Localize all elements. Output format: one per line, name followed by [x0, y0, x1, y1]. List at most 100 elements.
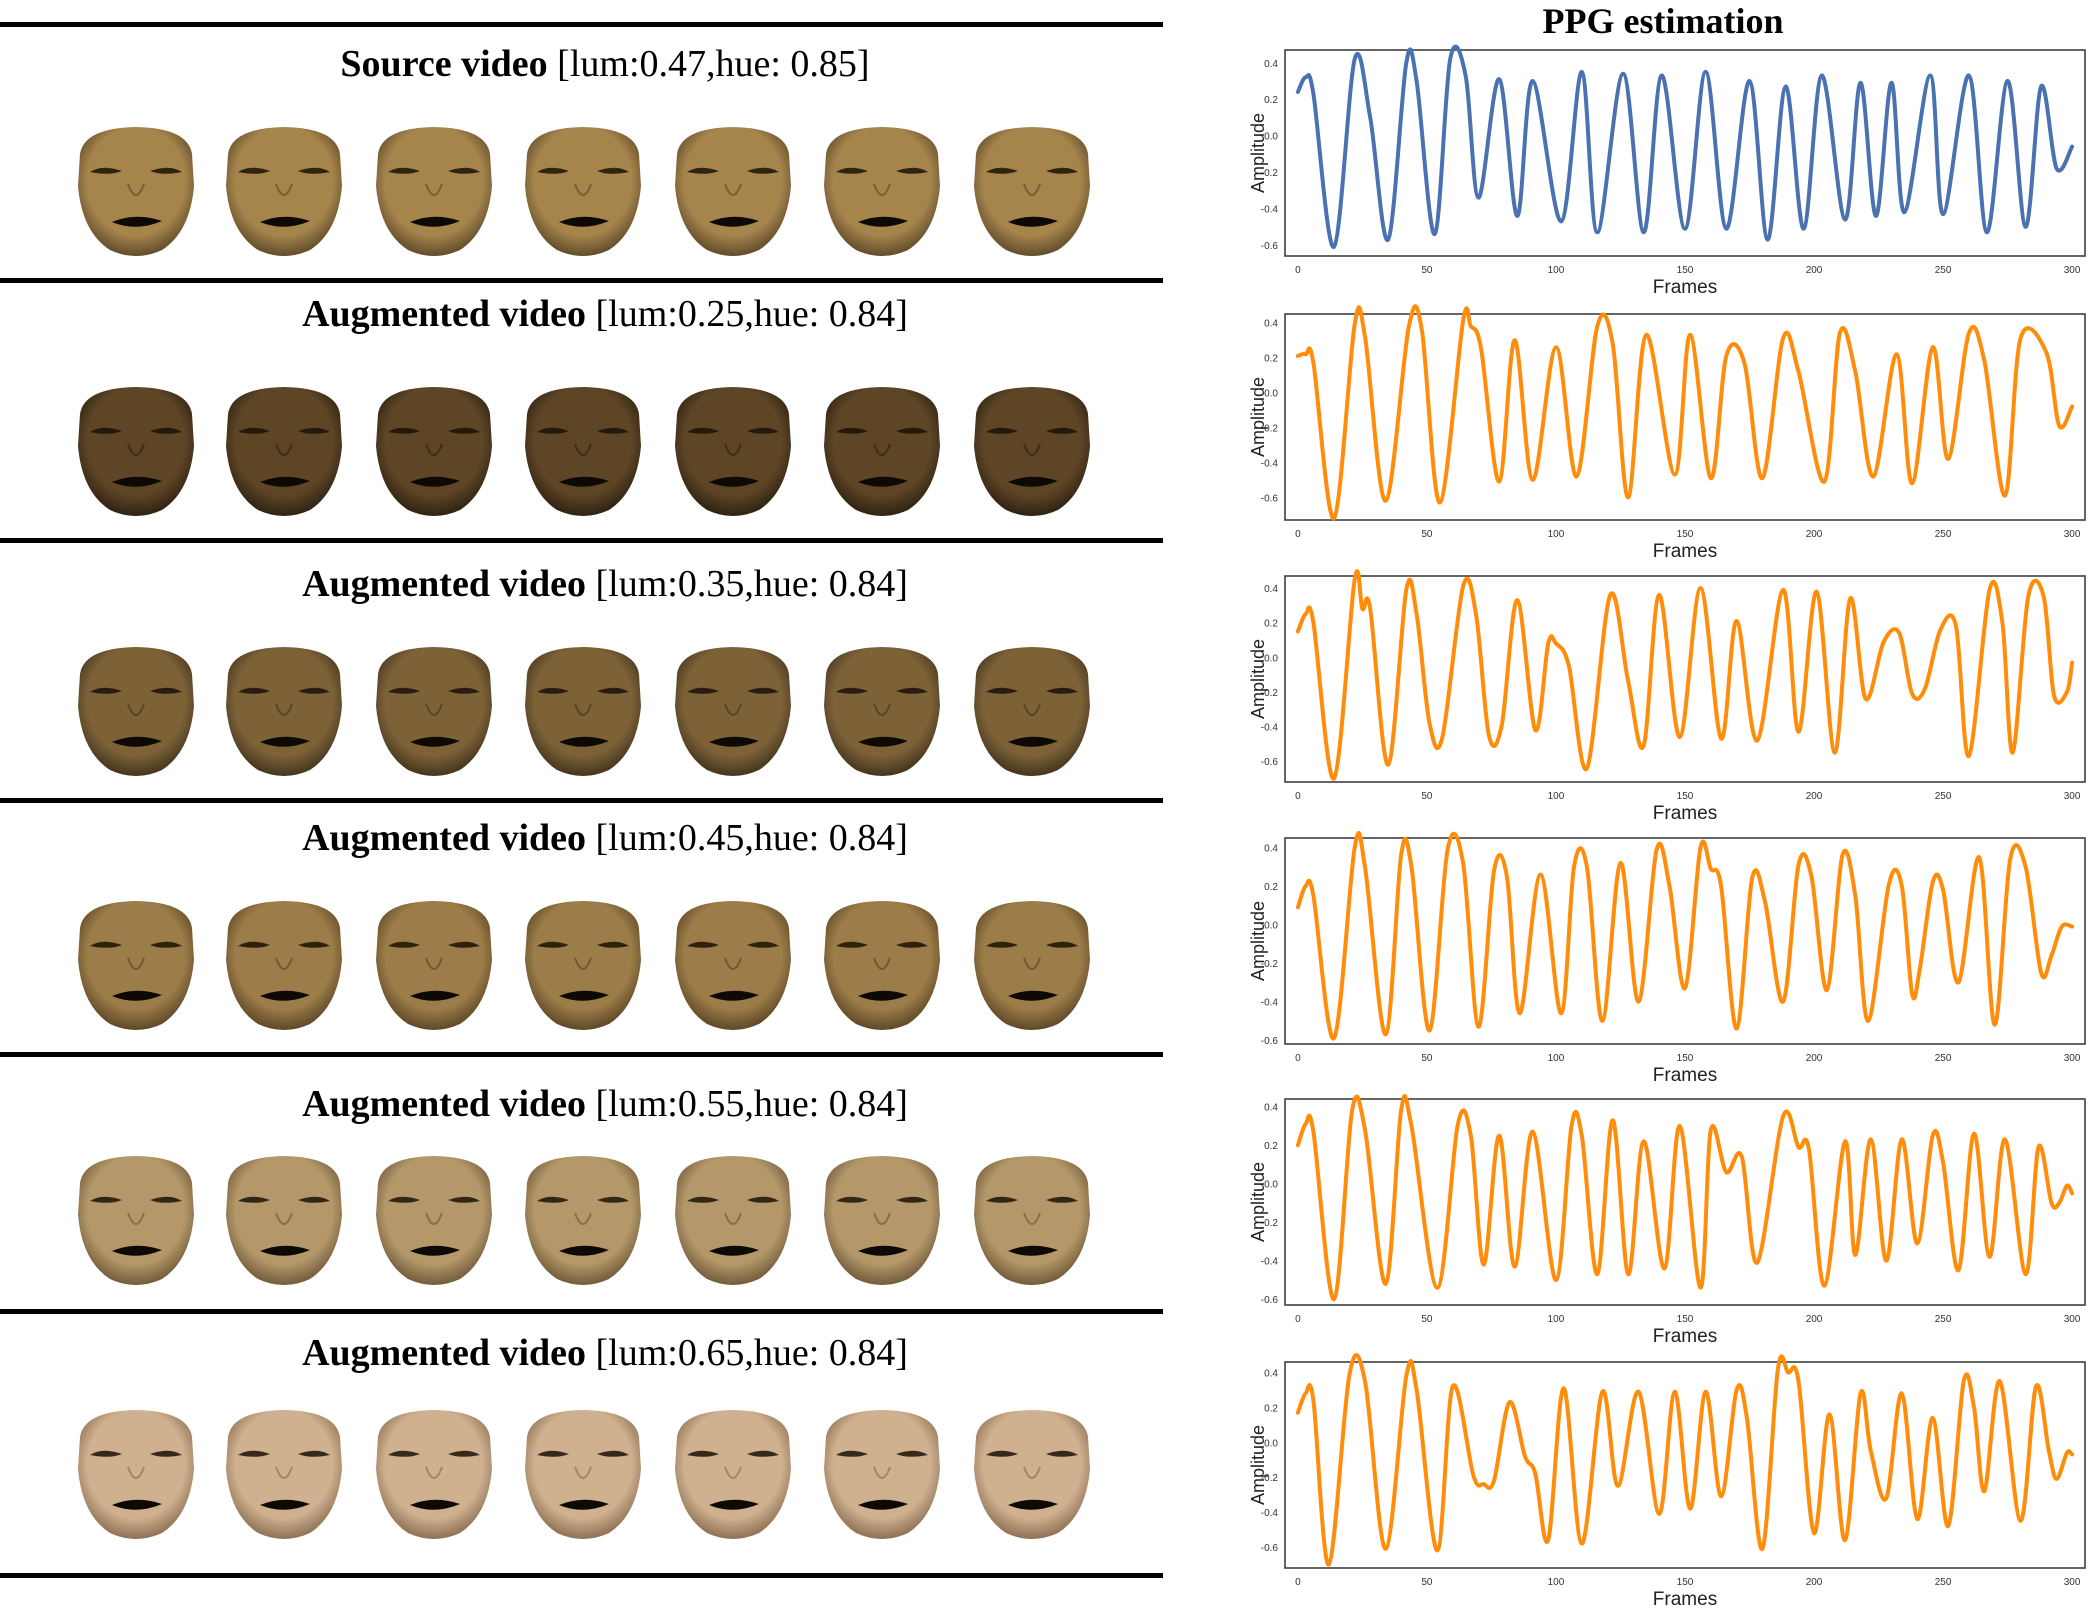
face-frame-icon	[78, 387, 194, 516]
video-row-params: [lum:0.25,hue: 0.84]	[586, 293, 908, 335]
face-frame-icon	[974, 901, 1090, 1030]
y-tick-label: -0.6	[1261, 1036, 1279, 1047]
y-tick-label: -0.4	[1261, 458, 1279, 469]
y-tick-label: -0.2	[1261, 959, 1279, 970]
y-tick-label: -0.2	[1261, 1473, 1279, 1484]
y-tick-label: -0.2	[1261, 423, 1279, 434]
y-tick-label: 0.0	[1264, 132, 1278, 143]
face-frame-icon	[824, 647, 940, 776]
ppg-series-line	[1295, 304, 2075, 521]
y-tick-label: 0.4	[1264, 1368, 1278, 1379]
x-tick-label: 100	[1548, 1577, 1565, 1588]
y-tick-label: 0.0	[1264, 1438, 1278, 1449]
x-tick-label: 100	[1548, 1053, 1565, 1064]
x-tick-label: 100	[1548, 1314, 1565, 1325]
x-axis-label: Frames	[1653, 1589, 1717, 1610]
x-tick-label: 300	[2064, 529, 2081, 540]
face-frame-icon	[525, 647, 641, 776]
x-tick-label: 100	[1548, 265, 1565, 276]
y-axis-label: Amplitude	[1248, 1425, 1268, 1505]
y-tick-label: -0.4	[1261, 1257, 1279, 1268]
x-tick-label: 150	[1677, 529, 1694, 540]
face-frame-icon	[226, 1156, 342, 1285]
y-tick-label: 0.0	[1264, 1180, 1278, 1191]
face-frame-icon	[525, 1156, 641, 1285]
x-tick-label: 0	[1295, 265, 1301, 276]
face-frame-icon	[226, 901, 342, 1030]
face-frame-icon	[376, 127, 492, 256]
video-row-params: [lum:0.65,hue: 0.84]	[586, 1332, 908, 1374]
face-frame-icon	[974, 387, 1090, 516]
face-frame-icon	[525, 1410, 641, 1539]
face-frame-icon	[376, 647, 492, 776]
y-tick-label: -0.2	[1261, 688, 1279, 699]
face-frame-icon	[525, 387, 641, 516]
video-row-params: [lum:0.55,hue: 0.84]	[586, 1083, 908, 1125]
x-tick-label: 100	[1548, 529, 1565, 540]
video-row-title: Augmented video [lum:0.65,hue: 0.84]	[0, 1331, 1210, 1375]
face-frame-icon	[824, 127, 940, 256]
face-frames	[78, 1410, 1090, 1539]
x-axis-label: Frames	[1653, 541, 1717, 562]
video-row-label: Augmented video	[302, 293, 587, 335]
x-tick-label: 0	[1295, 529, 1301, 540]
x-tick-label: 250	[1935, 791, 1952, 802]
x-tick-label: 300	[2064, 1314, 2081, 1325]
face-frame-icon	[525, 127, 641, 256]
video-row-params: [lum:0.45,hue: 0.84]	[586, 817, 908, 859]
section-rule	[0, 22, 1163, 27]
x-tick-label: 150	[1677, 1053, 1694, 1064]
x-tick-label: 200	[1806, 1314, 1823, 1325]
y-tick-label: -0.6	[1261, 493, 1279, 504]
y-tick-label: 0.4	[1264, 319, 1278, 330]
face-frame-icon	[824, 901, 940, 1030]
face-frame-icon	[824, 387, 940, 516]
section-rule	[0, 798, 1163, 803]
video-row-label: Source video	[340, 43, 548, 85]
ppg-chart: 0 50 100 150 200 250 300 -0.6 -0.4 -0.2 0.0 0.2 0.4 F…	[1248, 569, 2086, 824]
x-tick-label: 0	[1295, 1053, 1301, 1064]
face-frame-icon	[78, 647, 194, 776]
y-axis-label: Amplitude	[1248, 113, 1268, 193]
video-row-params: [lum:0.47,hue: 0.85]	[547, 43, 870, 85]
y-tick-label: 0.4	[1264, 844, 1278, 855]
x-tick-label: 250	[1935, 1577, 1952, 1588]
plot-frame	[1284, 1098, 2086, 1306]
face-frame-icon	[824, 1156, 940, 1285]
x-tick-label: 250	[1935, 529, 1952, 540]
video-row-title: Augmented video [lum:0.55,hue: 0.84]	[0, 1082, 1210, 1126]
y-tick-label: 0.0	[1264, 653, 1278, 664]
video-row-params: [lum:0.35,hue: 0.84]	[586, 563, 908, 605]
y-tick-label: 0.4	[1264, 59, 1278, 70]
face-frame-icon	[974, 1410, 1090, 1539]
y-tick-label: -0.4	[1261, 723, 1279, 734]
y-tick-label: 0.0	[1264, 921, 1278, 932]
face-frame-icon	[376, 901, 492, 1030]
face-frame-icon	[226, 1410, 342, 1539]
ppg-chart: 0 50 100 150 200 250 300 -0.6 -0.4 -0.2 0.0 0.2 0.4 F…	[1248, 1094, 2086, 1347]
y-tick-label: 0.0	[1264, 389, 1278, 400]
x-tick-label: 250	[1935, 1314, 1952, 1325]
video-row-label: Augmented video	[302, 1083, 587, 1125]
plot-frame	[1284, 313, 2086, 521]
section-rule	[0, 278, 1163, 283]
y-tick-label: 0.2	[1264, 1141, 1278, 1152]
ppg-chart: 0 50 100 150 200 250 300 -0.6 -0.4 -0.2 0.0 0.2 0.4 F…	[1248, 44, 2086, 298]
y-tick-label: 0.2	[1264, 619, 1278, 630]
face-frame-icon	[675, 647, 791, 776]
face-frame-icon	[675, 387, 791, 516]
x-tick-label: 200	[1806, 791, 1823, 802]
face-frame-icon	[974, 127, 1090, 256]
face-frame-icon	[226, 647, 342, 776]
face-frames	[78, 387, 1090, 516]
y-tick-label: -0.4	[1261, 205, 1279, 216]
x-tick-label: 200	[1806, 265, 1823, 276]
face-frame-icon	[78, 1156, 194, 1285]
x-tick-label: 0	[1295, 791, 1301, 802]
ppg-chart: 0 50 100 150 200 250 300 -0.6 -0.4 -0.2 0.0 0.2 0.4 F…	[1248, 1352, 2086, 1610]
face-frame-icon	[675, 1156, 791, 1285]
y-tick-label: 0.2	[1264, 95, 1278, 106]
x-tick-label: 150	[1677, 1577, 1694, 1588]
y-tick-label: 0.4	[1264, 584, 1278, 595]
y-tick-label: 0.2	[1264, 354, 1278, 365]
